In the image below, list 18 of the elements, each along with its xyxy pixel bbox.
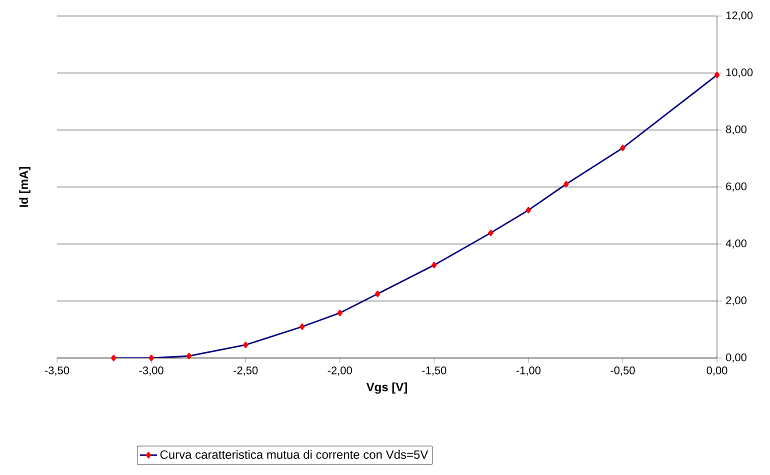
- y-tick-label: 6,00: [726, 182, 747, 192]
- x-tick-label: -3,00: [139, 366, 164, 376]
- y-axis-title: Id [mA]: [19, 167, 30, 207]
- x-tick-label: -2,50: [234, 366, 258, 376]
- x-tick-label: -2,00: [328, 366, 352, 376]
- x-tick-label: 0,00: [706, 366, 728, 376]
- x-tick-label: -0,50: [610, 366, 635, 376]
- x-axis-title: Vgs [V]: [366, 382, 407, 394]
- y-tick-label: 0,00: [726, 353, 747, 363]
- y-tick-label: 2,00: [726, 296, 747, 306]
- y-tick-label: 8,00: [726, 125, 747, 135]
- x-tick-label: -1,00: [516, 366, 541, 376]
- x-tick-label: -3,50: [44, 366, 70, 376]
- y-tick-label: 4,00: [726, 239, 747, 249]
- legend-label: Curva caratteristica mutua di corrente con Vds=5V: [160, 450, 428, 459]
- y-tick-label: 10,00: [726, 68, 753, 78]
- x-tick-label: -1,50: [422, 366, 446, 376]
- y-tick-label: 12,00: [726, 11, 753, 21]
